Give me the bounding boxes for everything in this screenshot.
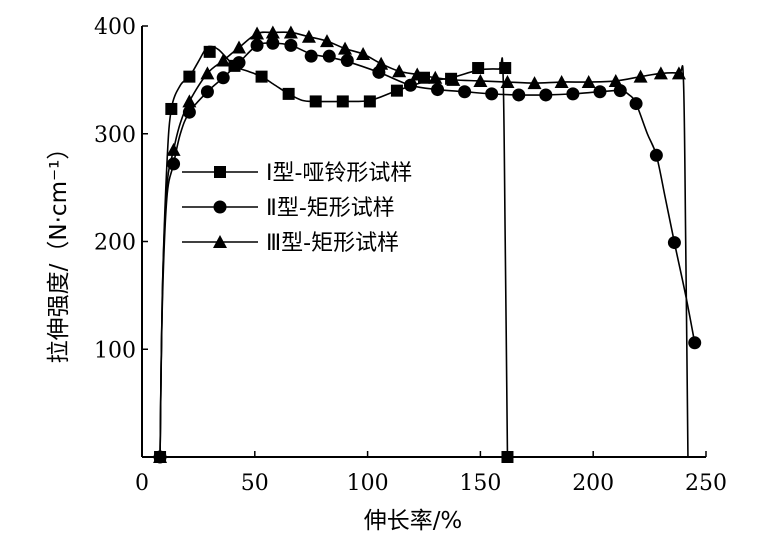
tick-labels: 0 50 100 150 200 250 100 200 300 400 [94,15,727,496]
data-point-series-3 [374,56,389,70]
legend-circle-icon [213,200,227,214]
data-point-series-2 [485,87,499,101]
data-point-series-3 [527,76,542,90]
data-point-series-3 [410,67,425,81]
data-point-series-2 [216,71,230,85]
data-point-series-3 [166,142,181,156]
data-point-series-2 [667,236,681,250]
data-point-series-3 [428,70,443,84]
x-tick-label: 0 [135,471,149,496]
y-tick-label: 200 [94,231,136,256]
data-point-series-1 [183,70,196,83]
x-axis-title: 伸长率/% [364,508,463,534]
data-point-series-2 [340,53,354,67]
x-tick-label: 200 [572,471,614,496]
data-point-series-2 [566,87,580,101]
y-axis-title: 拉伸强度/（N·cm⁻¹） [46,137,72,364]
x-tick-label: 250 [685,471,727,496]
x-tick-label: 100 [347,471,389,496]
data-point-series-2 [629,97,643,111]
data-point-series-1 [309,95,322,108]
data-point-series-2 [431,83,445,97]
x-tick-label: 150 [459,471,501,496]
data-point-series-2 [322,49,336,63]
series-line-2 [159,42,696,458]
data-point-series-2 [284,38,298,52]
data-point-series-3 [608,73,623,87]
data-point-series-2 [539,88,553,102]
data-point-series-1 [363,95,376,108]
data-point-series-3 [500,75,515,89]
data-point-series-1 [165,102,178,115]
data-point-series-3 [216,53,231,67]
data-point-series-2 [403,78,417,92]
data-point-series-2 [649,148,663,162]
series-lines [159,31,696,458]
legend-square-icon [214,166,226,178]
data-point-series-3 [653,66,668,80]
y-tick-label: 300 [94,123,136,148]
data-point-series-3 [319,34,334,48]
data-point-series-3 [392,64,407,78]
data-point-series-2 [688,336,702,350]
data-point-series-3 [554,75,569,89]
data-point-series-1 [472,62,485,75]
data-point-series-3 [283,25,298,39]
x-tick-label: 50 [241,471,269,496]
data-point-series-1 [499,62,512,75]
data-point-series-2 [167,157,181,171]
data-point-series-3 [356,47,371,61]
legend-triangle-icon [213,235,227,248]
legend-label: Ⅲ型-矩形试样 [266,231,399,256]
data-point-series-2 [250,38,264,52]
data-point-series-3 [473,73,488,87]
series-line-1 [159,45,509,458]
data-point-series-3 [232,40,247,54]
data-point-series-1 [203,45,216,58]
data-point-series-2 [593,85,607,99]
data-point-series-2 [512,88,526,102]
data-point-series-3 [301,29,316,43]
legend: Ⅰ型-哑铃形试样 Ⅱ型-矩形试样 Ⅲ型-矩形试样 [182,161,412,256]
data-point-series-3 [581,75,596,89]
data-point-series-2 [182,105,196,119]
data-point-series-2 [458,85,472,99]
data-point-series-2 [266,36,280,50]
data-point-series-1 [390,84,403,97]
data-point-series-2 [304,49,318,63]
data-point-series-3 [182,94,197,108]
y-tick-label: 400 [94,15,136,40]
legend-label: Ⅰ型-哑铃形试样 [266,161,412,186]
data-point-series-3 [265,25,280,39]
data-point-series-3 [200,66,215,80]
data-point-series-1 [336,95,349,108]
y-tick-label: 100 [94,338,136,363]
data-point-series-1 [255,70,268,83]
data-point-series-1 [282,87,295,100]
series-line-3 [159,31,689,458]
data-point-series-3 [338,41,353,55]
data-point-series-2 [232,56,246,70]
axes [141,25,707,458]
data-point-series-3 [250,26,265,40]
data-point-series-2 [200,85,214,99]
data-point-series-3 [633,69,648,83]
data-point-series-2 [613,84,627,98]
series-markers [153,25,702,464]
legend-label: Ⅱ型-矩形试样 [266,196,395,221]
data-point-series-3 [671,66,686,80]
data-point-series-3 [446,72,461,86]
